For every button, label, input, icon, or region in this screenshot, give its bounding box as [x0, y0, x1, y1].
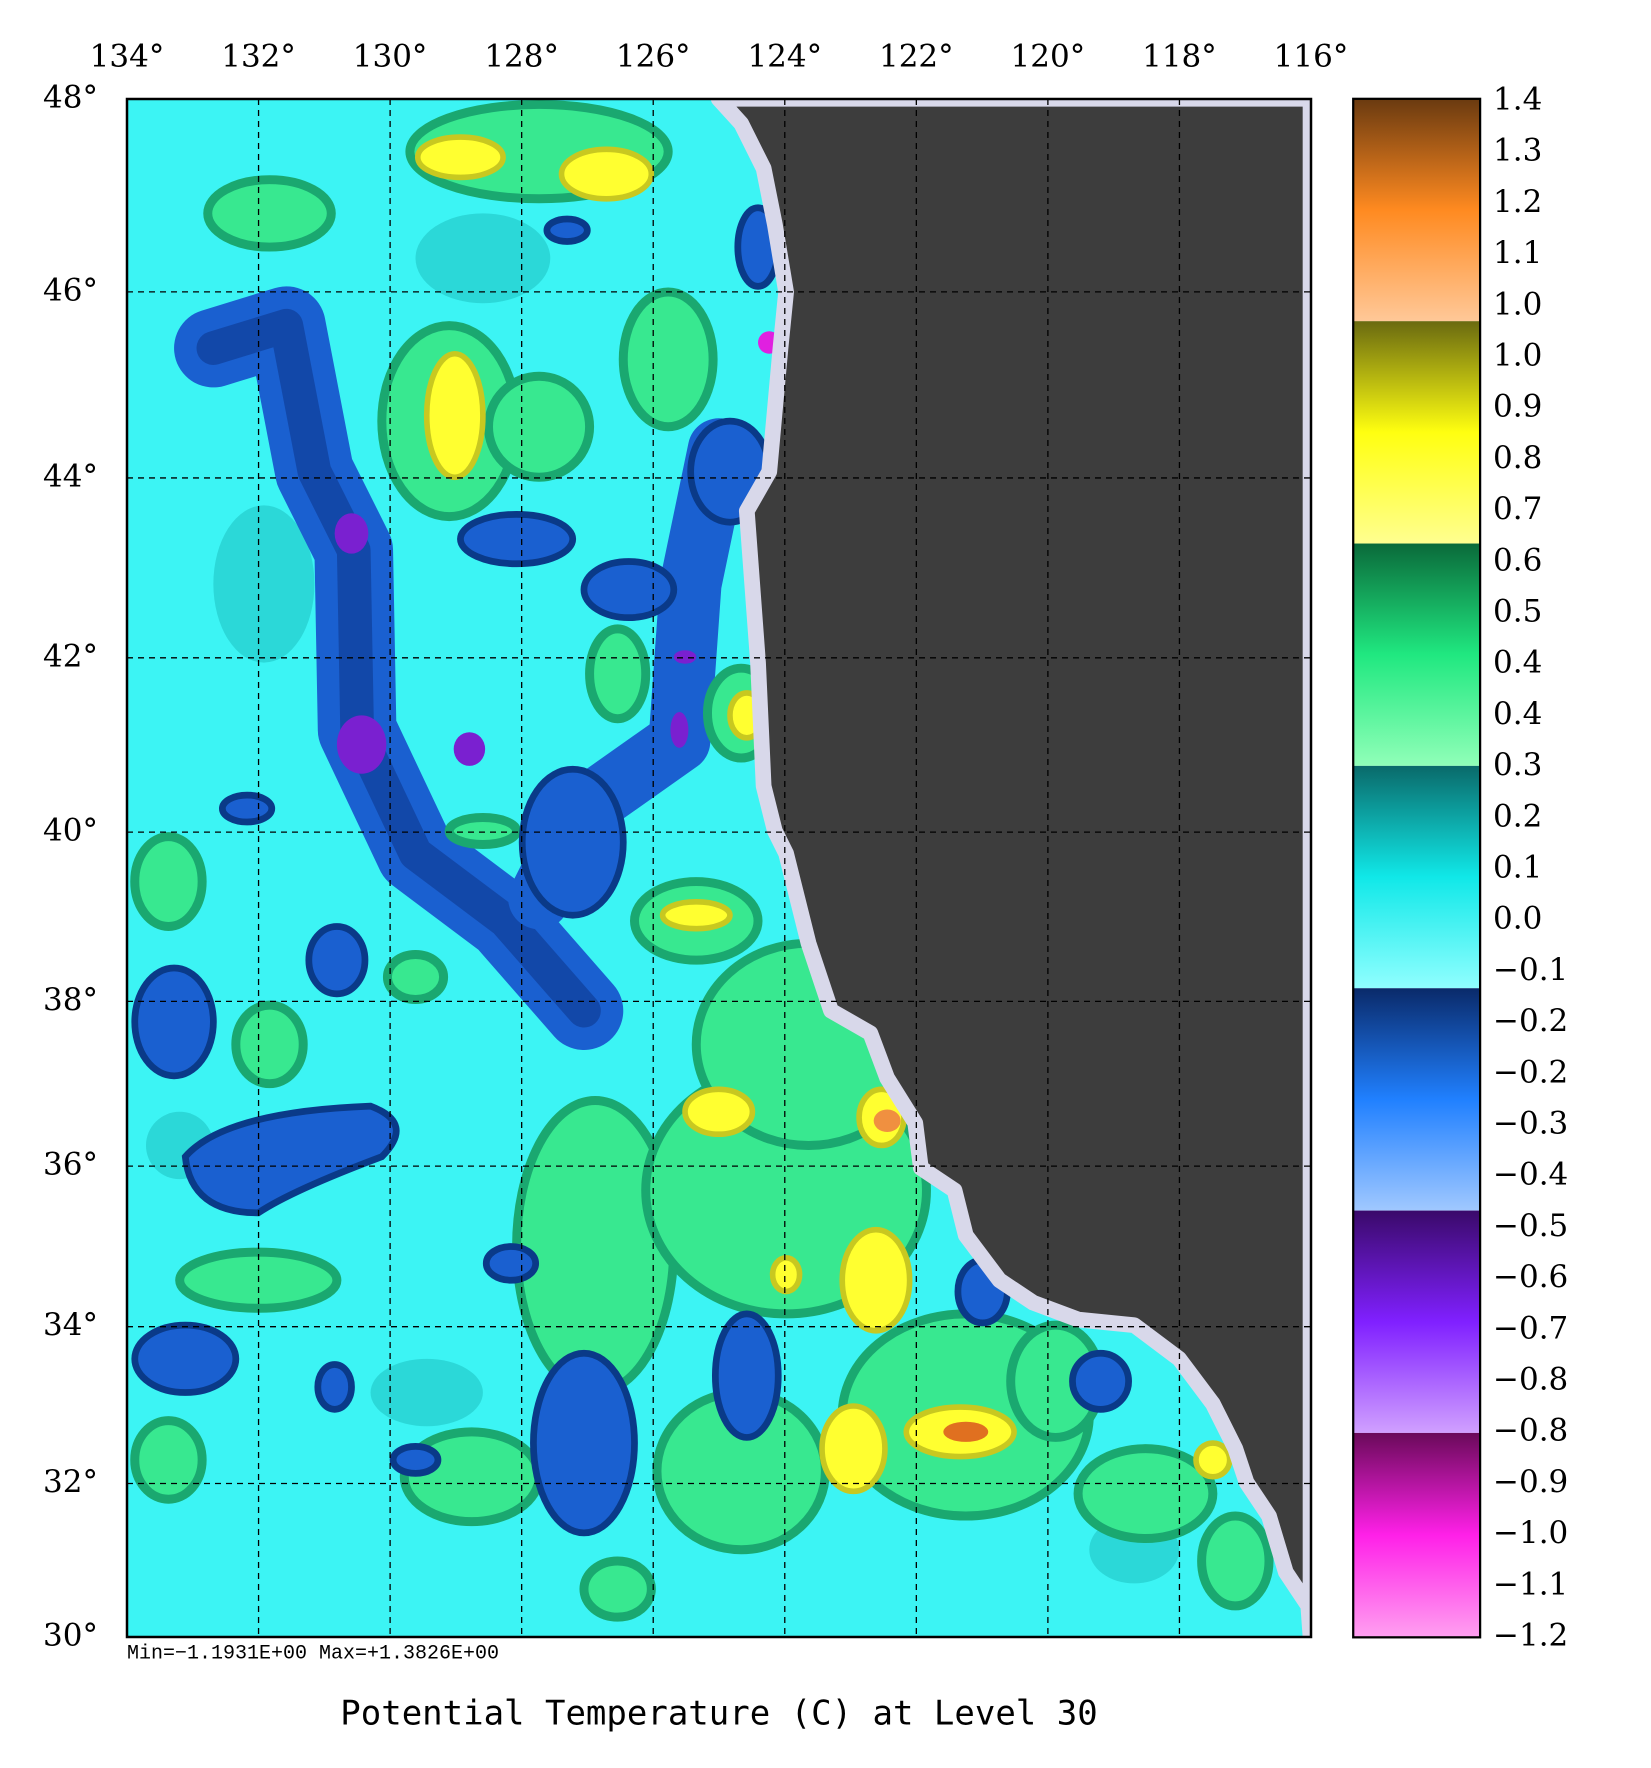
colorbar-label: 1.2: [1493, 184, 1542, 220]
cold-areas: [131, 204, 1132, 1537]
colorbar-label: −1.1: [1493, 1566, 1568, 1602]
extreme-warm: [873, 1109, 901, 1132]
colorbar-label: −0.7: [1493, 1310, 1568, 1346]
colorbar-label: 0.7: [1493, 491, 1542, 527]
y-tick-label: 30°: [43, 1618, 98, 1654]
colorbar-label: −0.3: [1493, 1106, 1568, 1142]
plot-frame: [125, 97, 1313, 1639]
colorbar-band: [1353, 765, 1481, 989]
colorbar-label: −0.5: [1493, 1208, 1568, 1244]
colorbar-label: 0.4: [1493, 645, 1542, 681]
colorbar-label: 1.3: [1493, 133, 1542, 169]
extreme-warm: [943, 1421, 989, 1442]
colorbar-label: 0.9: [1493, 389, 1542, 425]
x-tick-label: 122°: [879, 39, 954, 75]
y-tick-label: 48°: [43, 80, 98, 116]
x-tick-label: 124°: [747, 39, 822, 75]
colorbar-label: 0.3: [1493, 747, 1542, 783]
field: [126, 98, 1311, 1638]
x-tick-label: 132°: [221, 39, 296, 75]
x-tick-label: 120°: [1011, 39, 1086, 75]
colorbar-band: [1353, 988, 1481, 1211]
y-tick-label: 44°: [43, 458, 98, 494]
y-tick-label: 34°: [43, 1307, 98, 1343]
colorbar-frame: [1352, 97, 1482, 1639]
colorbar-label: 1.0: [1493, 286, 1542, 322]
colorbar-band: [1353, 543, 1481, 766]
colorbar-label: 0.8: [1493, 440, 1542, 476]
colorbar-label: −0.6: [1493, 1259, 1568, 1295]
colorbar-label: −0.1: [1493, 952, 1568, 988]
y-tick-label: 46°: [43, 272, 98, 308]
colorbar-label: −1.0: [1493, 1515, 1568, 1551]
x-tick-label: 134°: [90, 39, 165, 75]
land: [710, 98, 1311, 1638]
colorbar-label: 1.1: [1493, 235, 1542, 271]
x-tick-label: 126°: [616, 39, 691, 75]
colorbar-label: −0.2: [1493, 1003, 1568, 1039]
y-tick-label: 38°: [43, 982, 98, 1018]
colorbar-band: [1353, 1432, 1481, 1638]
colorbar-label: −0.4: [1493, 1157, 1568, 1193]
colorbar-band: [1353, 1210, 1481, 1433]
map-title: Potential Temperature (C) at Level 30: [340, 1694, 1097, 1734]
colorbar-label: 1.0: [1493, 338, 1542, 374]
colorbar-label: 1.4: [1493, 82, 1542, 118]
x-tick-label: 116°: [1274, 39, 1349, 75]
stats: Min=−1.1931E+00 Max=+1.3826E+00: [127, 1642, 499, 1665]
colorbar-label: 0.4: [1493, 696, 1542, 732]
colorbar-label: 0.0: [1493, 901, 1542, 937]
colorbar-band: [1353, 321, 1481, 544]
map-layer: [126, 97, 1482, 1639]
x-tick-label: 118°: [1142, 39, 1217, 75]
colorbar-band: [1353, 98, 1481, 322]
colorbar-label: 0.1: [1493, 850, 1542, 886]
cold-ridge-core: [196, 308, 601, 1028]
colorbar-label: 0.2: [1493, 798, 1542, 834]
colorbar-label: −0.8: [1493, 1362, 1568, 1398]
colorbar: [1352, 97, 1482, 1639]
y-tick-label: 42°: [43, 638, 98, 674]
x-tick-label: 128°: [484, 39, 559, 75]
colorbar-label: −0.8: [1493, 1413, 1568, 1449]
colorbar-label: −1.2: [1493, 1618, 1568, 1654]
y-tick-label: 36°: [43, 1147, 98, 1183]
x-tick-label: 130°: [353, 39, 428, 75]
y-tick-label: 40°: [43, 813, 98, 849]
colorbar-label: −0.2: [1493, 1054, 1568, 1090]
y-tick-label: 32°: [43, 1464, 98, 1500]
coldest-areas: [334, 513, 697, 774]
colorbar-label: 0.6: [1493, 542, 1542, 578]
colorbar-label: 0.5: [1493, 594, 1542, 630]
colorbar-label: −0.9: [1493, 1464, 1568, 1500]
